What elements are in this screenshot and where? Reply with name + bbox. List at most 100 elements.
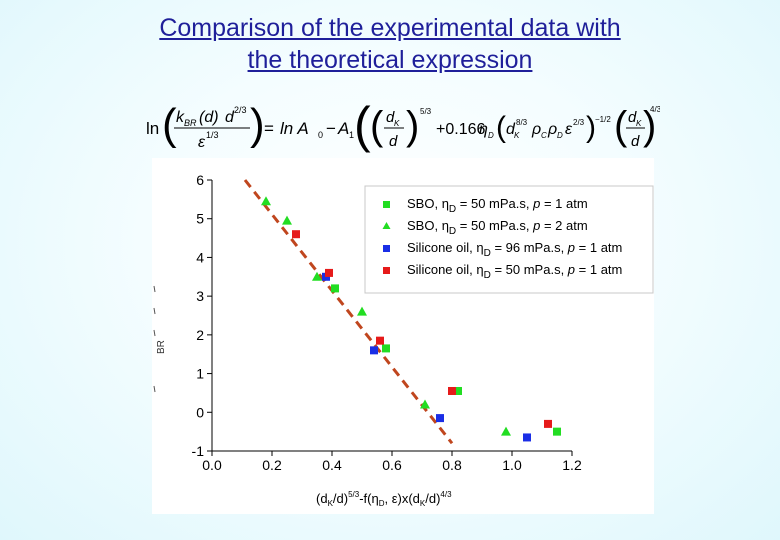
data-point-series-4 [544,419,552,428]
eq-equals: = [264,119,274,138]
title-line-2: the theoretical expression [247,46,533,74]
eq-d-den-1: d [389,133,398,150]
y-tick-label: 6 [196,172,204,188]
eq-a0-sub: 0 [318,130,323,140]
eq-k: k [176,109,185,126]
slide-title: Comparison of the experimental data with… [0,12,780,76]
eq-small-paren-right: ) [406,104,419,148]
eq-exp-43: 4/3 [650,105,660,114]
legend-entry-2: SBO, ηD = 50 mPa.s, p = 2 atm [407,218,588,237]
y-tick-label: 0 [196,404,204,420]
eq-exp-13: 1/3 [206,130,219,140]
eq-paren-right-3: ) [643,104,656,148]
eq-coef: +0.166 [436,121,485,138]
scatter-chart: BR 0.0 0.2 0.4 0.6 0.8 1.0 1.2 -1 0 1 2 3 4 5 6 SBO, η… [153,172,654,508]
eq-dk-1: d [386,109,395,126]
data-point-series-1 [553,427,561,436]
axes: 0.0 0.2 0.4 0.6 0.8 1.0 1.2 -1 0 1 2 3 4 5 6 [192,172,582,473]
eq-d-arg: (d) [199,109,219,126]
data-point-series-3 [436,414,444,423]
eq-exp-53: 5/3 [420,107,432,116]
eq-paren-right: ) [250,100,265,149]
x-tick-label: 0.4 [322,457,342,473]
fit-line-layer [243,179,454,445]
eq-a1: A [337,119,349,138]
eq-k-sub-1: K [394,119,400,128]
data-point-series-4 [376,336,384,345]
legend-box [364,185,654,294]
eq-small-paren-left: ( [370,104,384,148]
data-point-series-2 [261,196,271,206]
eq-ln-a0: ln A [280,119,309,138]
data-point-series-2 [357,306,367,316]
eq-dk-2: d [506,121,516,138]
eq-exp-23-b: 2/3 [573,118,585,127]
data-points-layer [261,196,561,442]
data-point-series-4 [292,230,300,239]
x-tick-label: 1.0 [502,457,522,473]
eq-inner-paren-right: ) [586,111,596,144]
eq-dk-3: d [628,109,637,126]
y-tick-label: -1 [192,443,205,459]
eq-rho-c: ρ [531,121,541,138]
eq-minus: − [326,119,336,138]
y-label-tick-mark [153,307,156,315]
plot-panel: BR 0.0 0.2 0.4 0.6 0.8 1.0 1.2 -1 0 1 2 3 4 5 6 SBO, η… [152,158,654,514]
legend-marker-sbo-2atm [382,222,391,229]
data-point-series-2 [312,271,322,281]
eq-eta: η [479,121,488,138]
data-point-series-2 [282,215,292,225]
eq-rho-c-sub: C [541,131,547,140]
data-point-series-1 [382,344,390,353]
eq-a1-sub: 1 [349,130,354,140]
eq-paren-left: ( [162,100,177,149]
y-label-tick-mark [153,385,156,393]
legend-entry-1: SBO, ηD = 50 mPa.s, p = 1 atm [407,196,588,215]
legend-entry-4: Silicone oil, ηD = 50 mPa.s, p = 1 atm [407,262,622,281]
data-point-series-4 [448,386,456,395]
legend-marker-sbo-1atm [383,201,390,208]
data-point-series-1 [454,386,462,395]
legend-entry-3: Silicone oil, ηD = 96 mPa.s, p = 1 atm [407,240,622,259]
y-axis-label-fragment: BR [153,285,167,393]
y-tick-label: 3 [196,288,204,304]
x-tick-label: 0.0 [202,457,222,473]
legend: SBO, ηD = 50 mPa.s, p = 1 atm SBO, ηD = … [364,185,654,294]
eq-k-sub-2: K [514,131,520,140]
eq-exp-m12: −1/2 [595,115,611,124]
x-axis-label: (dK/d)5/3-f(ηD, ε)x(dK/d)4/3 [316,490,452,508]
data-point-series-1 [331,284,339,293]
eq-ln: ln [146,119,159,138]
eq-eta-sub: D [488,131,494,140]
x-tick-label: 0.8 [442,457,462,473]
data-point-series-3 [523,433,531,442]
eq-inner-paren-left: ( [496,111,506,144]
x-tick-label: 1.2 [562,457,582,473]
eq-rho-d-sub: D [557,131,563,140]
title-line-1: Comparison of the experimental data with [159,14,621,42]
data-point-series-2 [420,399,430,409]
eq-rho-d: ρ [547,121,557,138]
y-label-tick-mark [153,285,156,293]
eq-k-sub-3: K [636,119,642,128]
data-point-series-2 [501,426,511,436]
y-tick-label: 1 [196,366,204,382]
eq-d: d [225,109,235,126]
y-label-tick-mark [153,329,156,337]
fit-line [243,179,454,445]
legend-marker-silicone-96 [383,245,390,252]
y-tick-label: 4 [196,249,204,265]
eq-exp-83: 8/3 [516,118,528,127]
y-tick-label: 2 [196,327,204,343]
eq-k-sub: BR [184,118,197,128]
eq-d-den-3: d [631,133,640,150]
y-tick-label: 5 [196,211,204,227]
theoretical-equation: ln ( k BR (d) d 2/3 ε 1/3 ) = ln A 0 − A… [146,100,660,153]
eq-big-paren-left: ( [354,100,371,153]
eq-epsilon-2: ε [565,121,573,138]
x-tick-label: 0.2 [262,457,282,473]
x-tick-label: 0.6 [382,457,402,473]
eq-paren-left-3: ( [614,104,628,148]
data-point-series-4 [325,268,333,277]
legend-marker-silicone-50 [383,267,390,274]
